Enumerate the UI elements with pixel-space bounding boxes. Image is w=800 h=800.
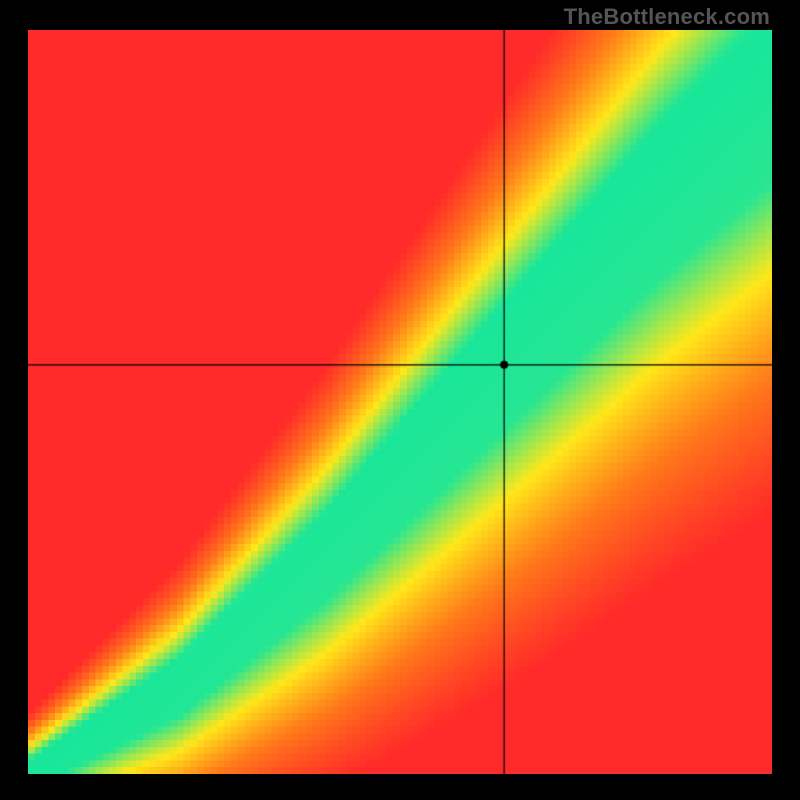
watermark-text: TheBottleneck.com [564,4,770,30]
root-container: { "watermark": { "text": "TheBottleneck.… [0,0,800,800]
crosshair-overlay [28,30,772,774]
